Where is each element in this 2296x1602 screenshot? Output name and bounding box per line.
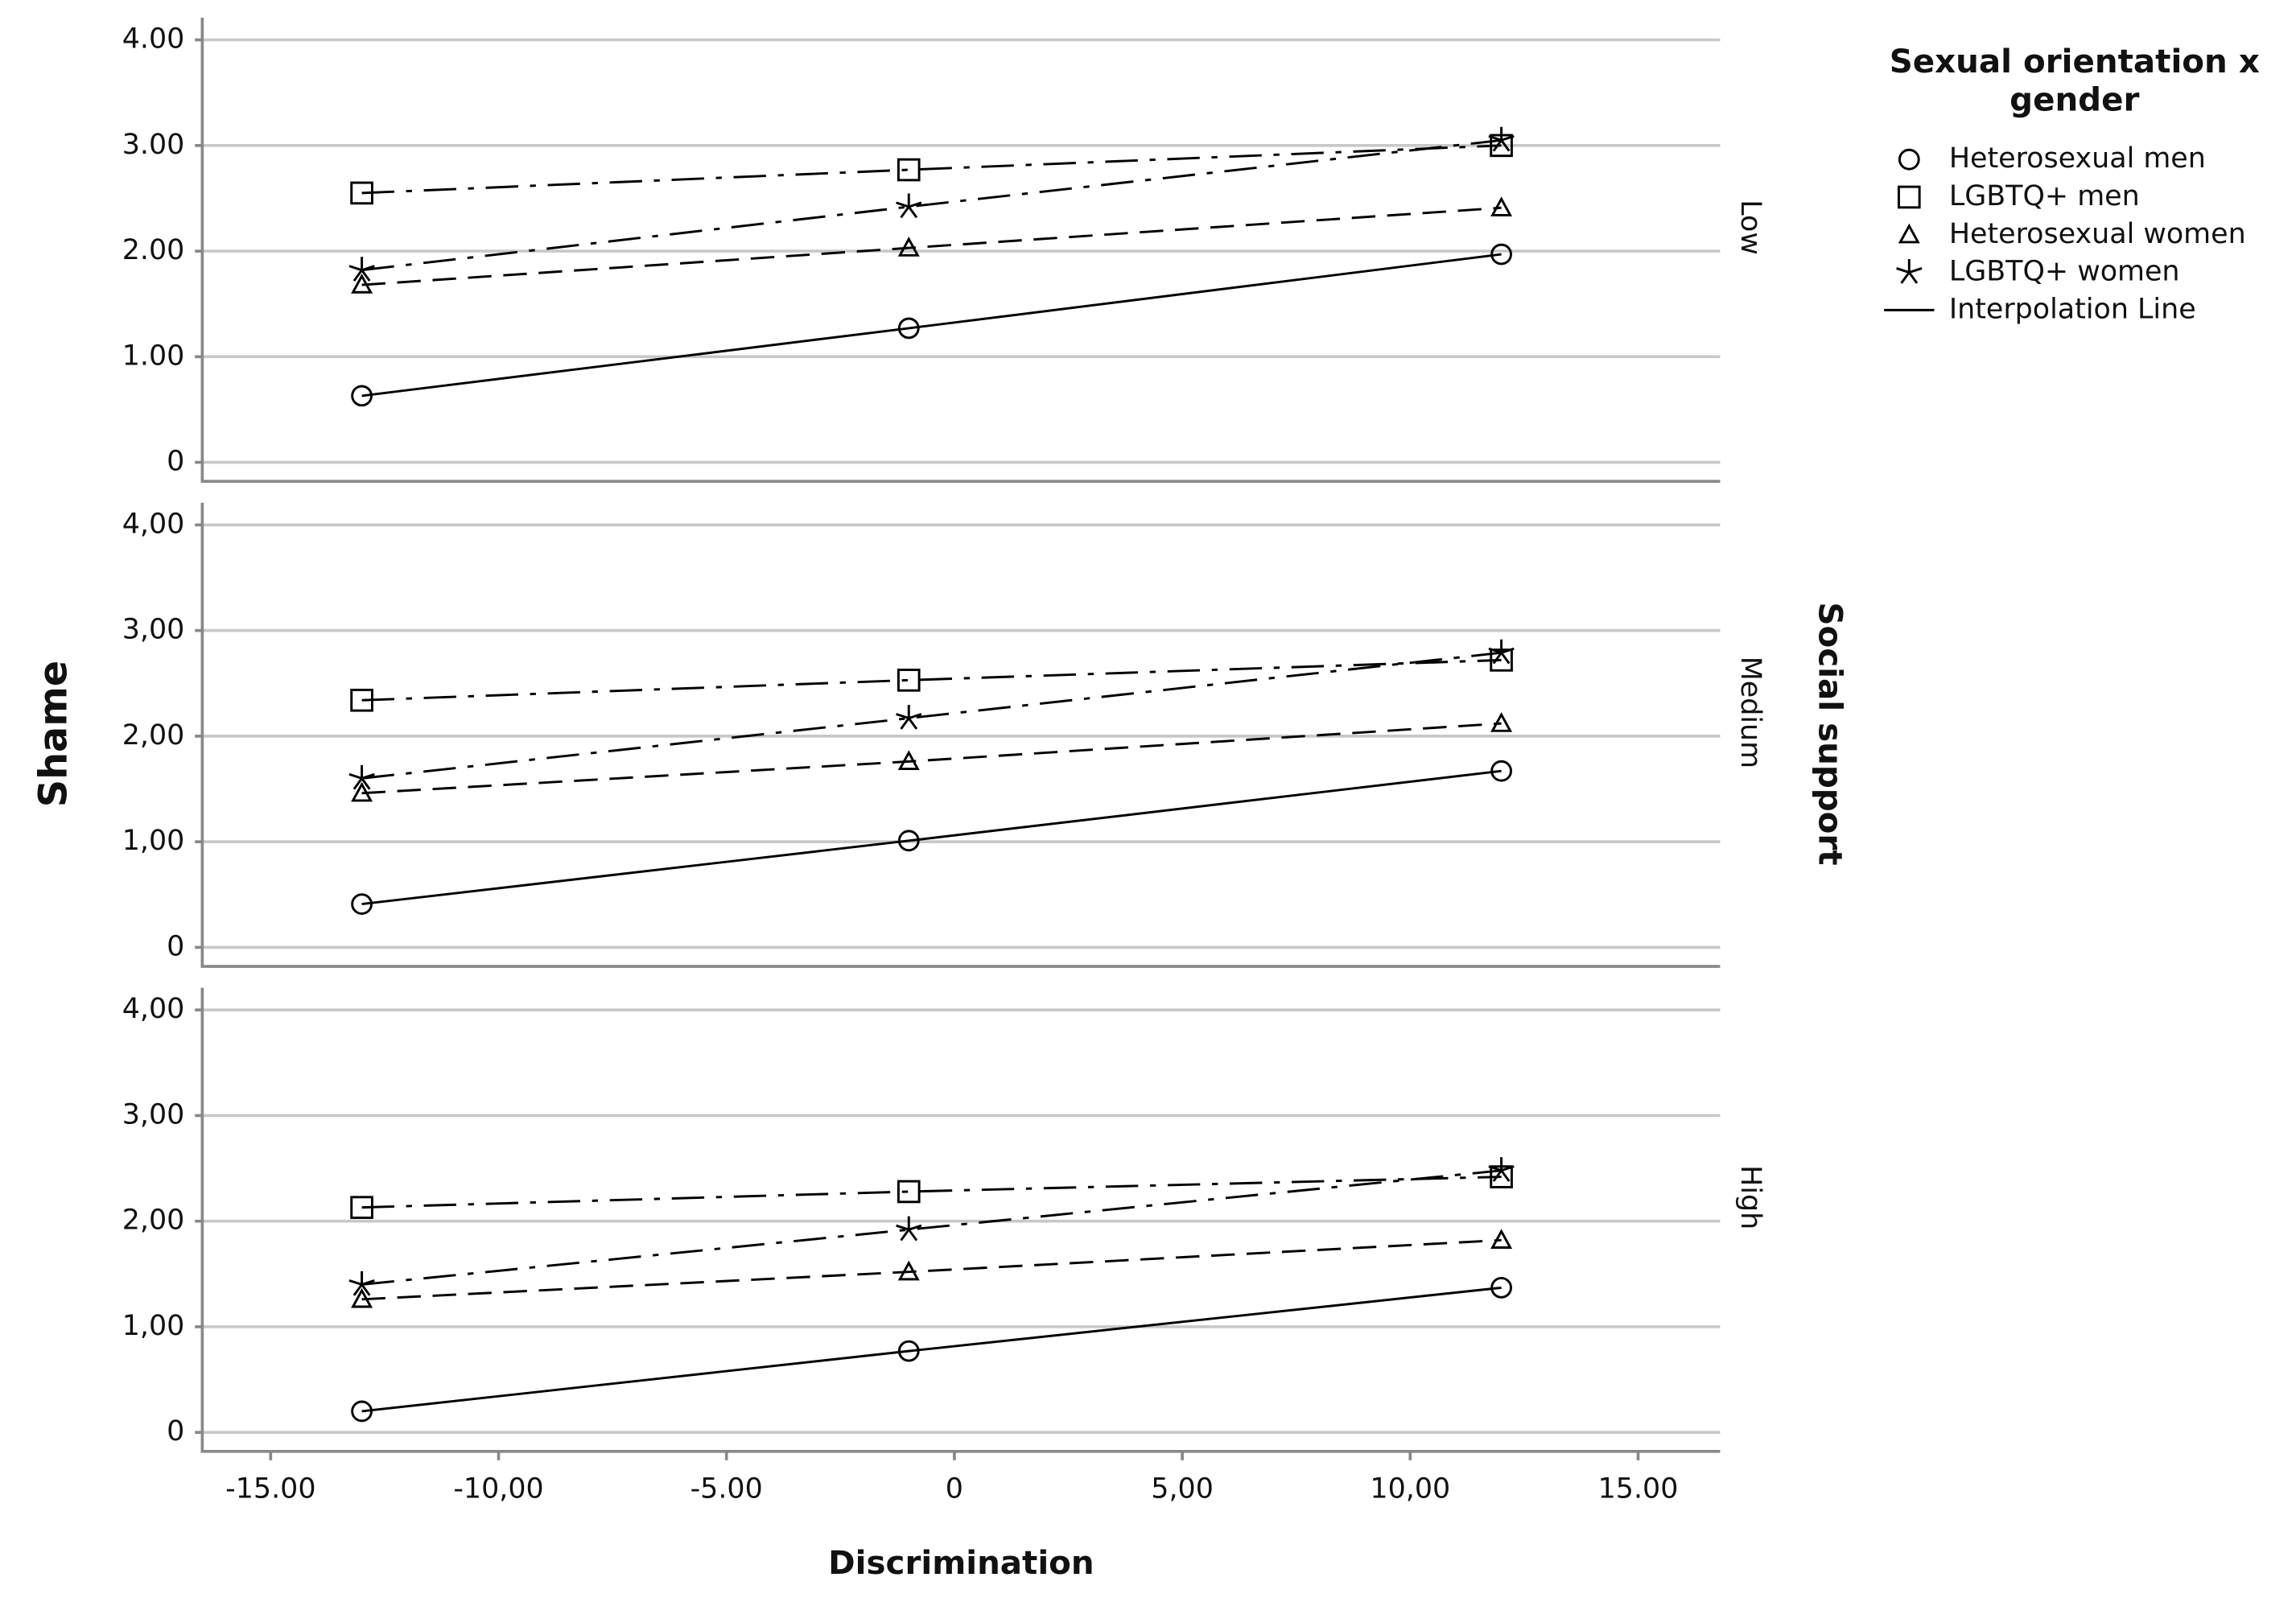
marker-circle [1490,1276,1512,1299]
series-line [361,206,1502,286]
series-line [361,651,1502,780]
y-tick-label: 3,00 [122,614,185,646]
series-line [361,1238,1502,1301]
marker-triangle [351,781,373,802]
y-tick-label: 4,00 [122,508,185,540]
legend-label: Heterosexual men [1949,142,2206,175]
marker-circle [1490,760,1512,782]
marker-star [896,705,922,730]
y-tick-label: 4,00 [122,993,185,1025]
marker-triangle [897,1260,920,1281]
marker-circle [351,1400,373,1423]
marker-triangle [897,237,920,257]
marker-star [896,193,922,219]
marker-square [1897,185,1921,209]
x-tick-label: 15.00 [1598,1473,1679,1505]
panel-label: High [1734,1165,1766,1229]
series-line [361,1169,1502,1286]
y-tick-label: 3,00 [122,1098,185,1130]
panel-label: Low [1734,200,1766,255]
y-tick-label: 1,00 [122,1310,185,1342]
legend-title: Sexual orientation x gender [1889,44,2260,120]
y-tick-label: 1,00 [122,825,185,857]
y-tick-label: 0 [167,930,184,962]
series-line [361,769,1502,906]
legend-label: Heterosexual women [1949,218,2246,250]
x-tick-label: 0 [946,1473,963,1505]
series-line [361,722,1502,795]
marker-triangle [1490,712,1513,732]
marker-circle [897,317,920,340]
marker-square [897,669,921,692]
y-tick-label: 4.00 [122,23,185,56]
series-line [361,658,1502,702]
legend-title-box: Sexual orientation x gender [1889,44,2260,120]
marker-square [350,181,373,205]
panel-frame [200,987,1721,1453]
marker-circle [897,1340,920,1362]
x-tick-label: -10,00 [453,1473,543,1505]
marker-circle [351,385,373,407]
panel-frame [200,502,1721,968]
marker-square [897,158,921,182]
marker-square [350,1196,373,1219]
series-line [361,1286,1502,1413]
x-tick-label: -5.00 [690,1473,763,1505]
marker-triangle [1490,196,1513,216]
marker-circle [1490,243,1512,266]
x-tick-label: -15.00 [225,1473,315,1505]
x-tick-label: 5,00 [1151,1473,1214,1505]
y-tick-label: 2,00 [122,719,185,752]
marker-circle [897,830,920,852]
marker-star [1488,1157,1515,1182]
x-axis-label: Discrimination [828,1544,1094,1582]
marker-star [896,1216,922,1242]
marker-star [348,1270,375,1296]
facet-label: Social support [1811,602,1849,865]
series-line [361,138,1502,272]
marker-triangle [897,750,920,771]
x-tick-label: 10,00 [1370,1473,1450,1505]
y-tick-label: 0 [167,1415,184,1448]
series-line [361,144,1502,195]
marker-triangle [351,274,373,294]
legend-label: Interpolation Line [1949,293,2196,325]
marker-star [1896,259,1923,284]
marker-star [1488,126,1515,152]
marker-circle [351,893,373,915]
y-tick-label: 3.00 [122,129,185,161]
legend-label: LGBTQ+ women [1949,256,2180,288]
marker-triangle [351,1287,373,1308]
marker-circle [1898,148,1920,171]
y-tick-label: 0 [167,446,184,478]
marker-square [897,1180,921,1204]
panel-frame [200,18,1721,484]
legend-label: LGBTQ+ men [1949,180,2140,212]
series-line [361,253,1502,397]
panel-label: Medium [1734,657,1766,768]
y-tick-label: 1.00 [122,340,185,372]
y-axis-label: Shame [32,661,76,808]
marker-triangle [1898,223,1920,244]
y-tick-label: 2,00 [122,1205,185,1237]
marker-star [348,257,375,282]
series-line [361,1176,1502,1209]
marker-star [348,764,375,790]
marker-star [1488,639,1515,665]
marker-square [350,688,373,712]
y-tick-label: 2.00 [122,234,185,266]
marker-triangle [1490,1229,1513,1249]
